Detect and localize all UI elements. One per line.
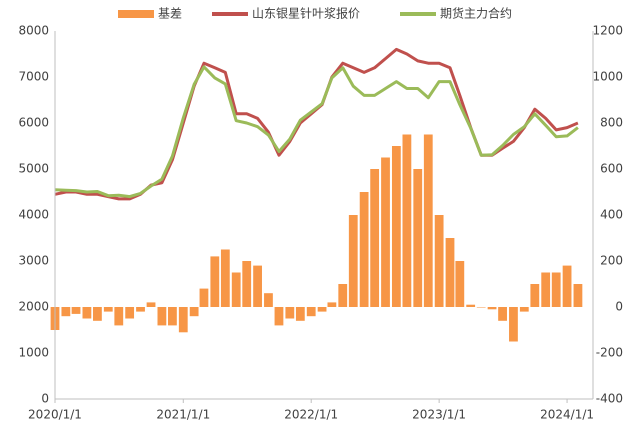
y-tick-label: 2000 [18, 300, 49, 314]
bar [487, 307, 497, 310]
bar [231, 272, 241, 307]
bar [103, 307, 113, 312]
bar [220, 249, 230, 307]
bar [168, 307, 177, 326]
y2-tick-label: -200 [596, 346, 623, 360]
bar [178, 307, 188, 333]
y-tick-label: 3000 [18, 254, 49, 268]
y-tick-label: 6000 [18, 116, 49, 130]
bar [242, 261, 252, 307]
bar [370, 169, 380, 307]
bar [476, 307, 486, 308]
y-tick-label: 5000 [18, 162, 49, 176]
bar [391, 146, 401, 307]
line [54, 65, 579, 199]
y2-tick-label: 600 [600, 162, 623, 176]
bar [61, 307, 71, 317]
y2-tick-label: 400 [600, 208, 623, 222]
bar [381, 157, 390, 307]
bar [210, 256, 220, 307]
bar [285, 307, 295, 319]
y2-tick-label: -400 [596, 392, 623, 406]
bar [573, 284, 583, 307]
bar [317, 307, 327, 312]
x-tick-label: 2022/1/1 [284, 408, 338, 422]
bar [189, 307, 199, 317]
bar [551, 272, 561, 307]
y2-tick-label: 800 [600, 116, 623, 130]
bar [562, 265, 572, 307]
bar [509, 307, 518, 342]
y2-tick-label: 0 [615, 300, 623, 314]
y-tick-label: 0 [41, 392, 49, 406]
y-tick-label: 4000 [18, 208, 49, 222]
bar [295, 307, 305, 321]
bar [93, 307, 102, 321]
bar [519, 307, 529, 312]
bar [82, 307, 92, 319]
x-tick-label: 2023/1/1 [412, 408, 466, 422]
bar [413, 169, 423, 307]
y-tick-label: 8000 [18, 24, 49, 38]
bar [445, 238, 455, 307]
bar [402, 134, 412, 307]
bar [306, 307, 316, 317]
bar [199, 288, 209, 307]
bar [498, 307, 507, 321]
legend-swatch [118, 10, 154, 18]
y2-tick-label: 1000 [592, 70, 623, 84]
bar [253, 265, 262, 307]
bar [338, 284, 348, 307]
bar [264, 293, 273, 307]
bar [423, 134, 433, 307]
bar [359, 192, 369, 307]
bar [114, 307, 124, 326]
line [54, 47, 579, 201]
bar [455, 261, 465, 307]
bar [136, 307, 145, 312]
bar [71, 307, 81, 314]
bar [530, 284, 540, 307]
y-tick-label: 1000 [18, 346, 49, 360]
bar [274, 307, 284, 326]
bar [466, 304, 476, 307]
bar [434, 215, 444, 307]
x-tick-label: 2021/1/1 [156, 408, 210, 422]
bar [327, 302, 337, 307]
bar [157, 307, 167, 326]
bar [125, 307, 135, 319]
legend-label: 期货主力合约 [440, 6, 512, 21]
x-tick-label: 2024/1/1 [540, 408, 594, 422]
bar [348, 215, 358, 307]
y-tick-label: 7000 [18, 70, 49, 84]
y2-tick-label: 1200 [592, 24, 623, 38]
x-tick-label: 2020/1/1 [28, 408, 82, 422]
bar [541, 272, 551, 307]
legend-label: 山东银星针叶浆报价 [252, 6, 360, 21]
y2-tick-label: 200 [600, 254, 623, 268]
legend-label: 基差 [158, 7, 182, 21]
bar [146, 302, 156, 307]
